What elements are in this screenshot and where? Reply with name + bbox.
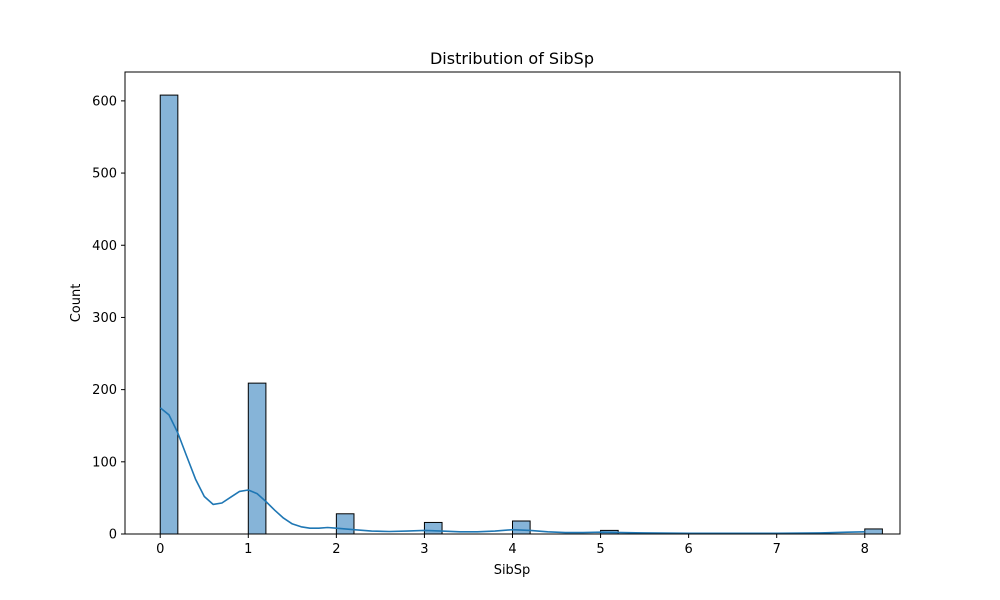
y-tick-label-400: 400 [92,239,117,254]
y-tick-label-300: 300 [92,311,117,326]
x-tick-label-1: 1 [244,542,252,557]
y-tick-label-0: 0 [109,528,117,543]
y-axis-label: Count [69,284,84,323]
y-tick-label-600: 600 [92,94,117,109]
plot-frame [124,71,901,535]
x-tick-label-2: 2 [332,542,340,557]
x-tick-label-0: 0 [156,542,164,557]
chart-title: Distribution of SibSp [430,49,594,68]
bar-1 [247,382,267,535]
bar-2 [335,513,355,535]
bar-3 [423,521,443,535]
x-tick-label-7: 7 [773,542,781,557]
y-tick-label-500: 500 [92,167,117,182]
bar-4 [512,520,531,535]
x-tick-label-5: 5 [596,542,604,557]
kde-line [159,407,865,535]
y-tick-label-200: 200 [92,383,117,398]
x-tick-label-4: 4 [508,542,516,557]
bar-8 [864,528,883,535]
x-axis-label: SibSp [494,563,531,578]
x-tick-label-8: 8 [861,542,869,557]
y-tick-label-100: 100 [92,455,117,470]
x-tick-label-6: 6 [684,542,692,557]
x-tick-label-3: 3 [420,542,428,557]
plot-area: 0 1 2 3 4 5 6 7 8 0 100 200 300 400 500 600 [92,94,883,557]
bar-0 [159,94,179,535]
